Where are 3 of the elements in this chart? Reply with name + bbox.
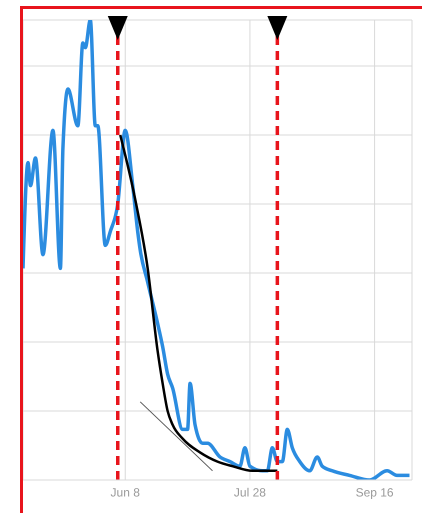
x-tick-label: Jun 8 (110, 486, 140, 500)
x-tick-label: Jul 28 (234, 486, 266, 500)
x-tick-label: Sep 16 (356, 486, 394, 500)
